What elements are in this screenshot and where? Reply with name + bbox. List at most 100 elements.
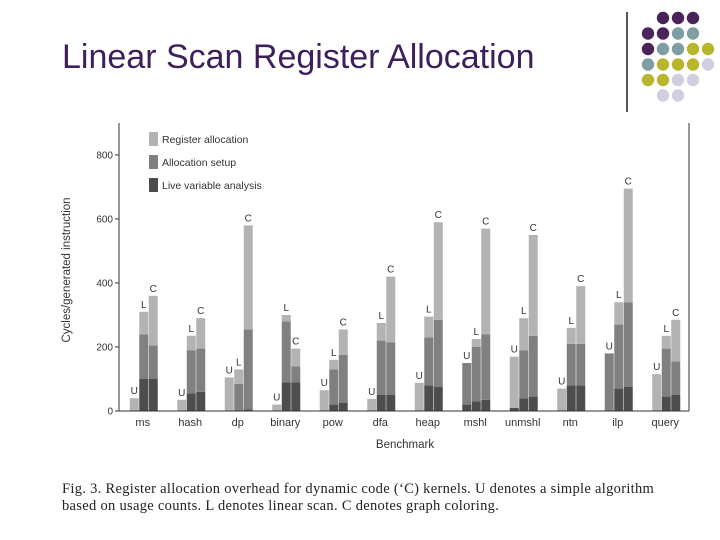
bar-segment-live-variable-analysis (509, 407, 519, 411)
caption-line-2: based on usage counts. L denotes linear … (62, 498, 500, 514)
bar-segment-live-variable-analysis (186, 393, 196, 411)
bar-method-label: L (331, 348, 337, 359)
bar-method-label: C (625, 177, 632, 188)
bar-segment-register-allocation (338, 329, 348, 355)
bar-segment-register-allocation (234, 369, 244, 384)
bar-segment-live-variable-analysis (291, 382, 301, 411)
legend-label: Allocation setup (162, 157, 236, 169)
bar-method-label: L (426, 305, 432, 316)
bar-segment-allocation-setup (291, 366, 301, 383)
bar-method-label: U (178, 388, 185, 399)
bar-segment-allocation-setup (139, 334, 149, 379)
bar-segment-allocation-setup (281, 321, 291, 383)
bar-method-label: C (530, 223, 537, 234)
bar-method-label: U (511, 345, 518, 356)
bar-method-label: C (672, 308, 679, 319)
bar-segment-allocation-setup (671, 361, 681, 395)
bar-method-label: U (368, 387, 375, 398)
bar-segment-live-variable-analysis (566, 385, 576, 411)
legend-label: Register allocation (162, 134, 249, 146)
bar-segment-live-variable-analysis (671, 395, 681, 411)
x-category-label: ms (135, 417, 150, 429)
bar-segment-register-allocation (319, 390, 329, 411)
bar-segment-register-allocation (623, 188, 633, 303)
bar-segment-register-allocation (148, 295, 158, 346)
bar-segment-register-allocation (329, 359, 339, 370)
bar-segment-register-allocation (671, 319, 681, 362)
x-category-label: pow (323, 417, 343, 429)
x-category-label: unmshl (505, 417, 540, 429)
bar-segment-live-variable-analysis (338, 403, 348, 411)
bar-segment-register-allocation (386, 276, 396, 343)
bar-segment-allocation-setup (481, 334, 491, 400)
bar-method-label: C (150, 284, 157, 295)
bar-segment-allocation-setup (576, 343, 586, 386)
bar-method-label: U (226, 365, 233, 376)
bar-method-label: C (577, 274, 584, 285)
bar-segment-live-variable-analysis (424, 385, 434, 411)
legend-swatch (149, 132, 158, 146)
x-category-label: hash (178, 417, 202, 429)
bar-segment-register-allocation (528, 235, 538, 336)
bar-segment-register-allocation (424, 316, 434, 338)
bar-segment-allocation-setup (604, 353, 614, 411)
bar-segment-allocation-setup (338, 355, 348, 403)
bar-segment-allocation-setup (471, 347, 481, 402)
legend-swatch (149, 178, 158, 192)
x-category-label: binary (270, 417, 300, 429)
bar-segment-allocation-setup (623, 302, 633, 387)
bar-method-label: L (188, 324, 194, 335)
bar-method-label: L (568, 316, 574, 327)
y-tick-label: 800 (96, 151, 113, 162)
bar-segment-live-variable-analysis (243, 409, 253, 411)
bar-method-label: L (378, 311, 384, 322)
bar-segment-live-variable-analysis (481, 399, 491, 411)
bar-segment-live-variable-analysis (462, 404, 472, 411)
bar-method-label: U (416, 371, 423, 382)
bar-method-label: U (606, 341, 613, 352)
bar-segment-live-variable-analysis (519, 398, 529, 411)
figure-caption: Fig. 3. Register allocation overhead for… (62, 481, 702, 515)
bar-segment-allocation-setup (148, 345, 158, 379)
bar-segment-register-allocation (177, 399, 187, 411)
bar-method-label: C (292, 337, 299, 348)
bar-segment-allocation-setup (519, 350, 529, 399)
bar-method-label: U (321, 378, 328, 389)
bar-segment-register-allocation (281, 315, 291, 322)
y-tick-label: 600 (96, 215, 113, 226)
bar-segment-register-allocation (471, 339, 481, 347)
bar-segment-register-allocation (433, 222, 443, 320)
bar-segment-live-variable-analysis (139, 379, 149, 411)
bar-segment-allocation-setup (433, 319, 443, 387)
bar-method-label: U (273, 393, 280, 404)
bar-segment-live-variable-analysis (623, 387, 633, 411)
bar-method-label: L (473, 327, 479, 338)
bar-segment-live-variable-analysis (329, 404, 339, 411)
bar-method-label: C (482, 217, 489, 228)
x-category-label: mshl (464, 417, 487, 429)
bar-segment-register-allocation (367, 398, 377, 411)
bar-segment-live-variable-analysis (661, 396, 671, 411)
x-category-label: ntn (563, 417, 578, 429)
bar-method-label: L (141, 300, 147, 311)
bar-segment-allocation-setup (329, 369, 339, 405)
bar-method-label: U (558, 377, 565, 388)
bar-segment-allocation-setup (614, 324, 624, 389)
chart-bars: ULCmsULChashULCdpULCbinaryULCpowULCdfaUL… (129, 177, 681, 429)
bar-segment-register-allocation (566, 327, 576, 344)
slide-title: Linear Scan Register Allocation (62, 38, 535, 76)
x-category-label: query (651, 417, 679, 429)
bar-segment-live-variable-analysis (281, 382, 291, 411)
bar-segment-allocation-setup (386, 342, 396, 395)
title-divider (626, 12, 628, 112)
bar-method-label: L (283, 303, 289, 314)
caption-line-1: Fig. 3. Register allocation overhead for… (62, 481, 655, 497)
bar-segment-live-variable-analysis (386, 395, 396, 411)
x-category-label: ilp (612, 417, 623, 429)
bar-segment-allocation-setup (243, 329, 253, 410)
bar-segment-allocation-setup (566, 343, 576, 386)
bar-method-label: C (387, 265, 394, 276)
bar-segment-live-variable-analysis (614, 388, 624, 411)
bar-segment-register-allocation (376, 323, 386, 341)
y-tick-label: 0 (107, 407, 113, 418)
